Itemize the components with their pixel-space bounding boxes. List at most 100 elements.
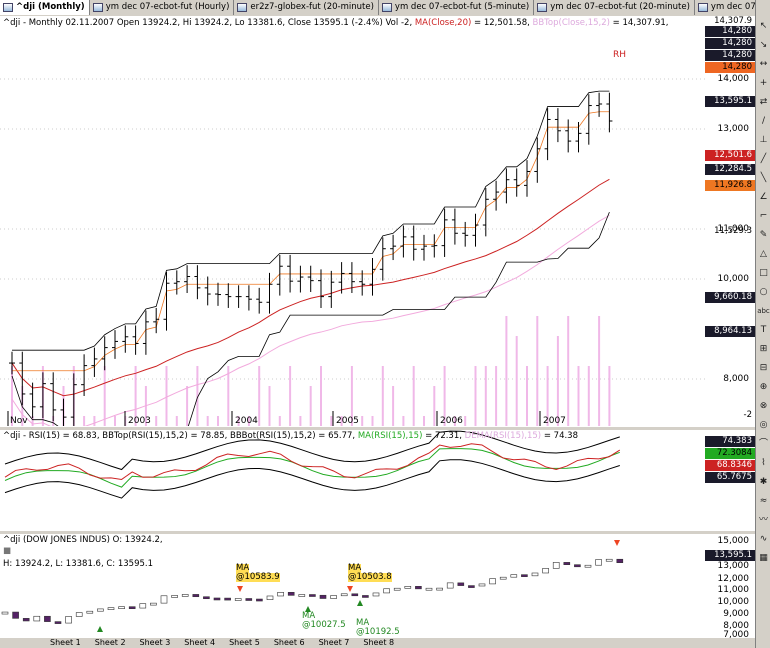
drawing-tool-icon[interactable]: ▦ (759, 553, 768, 563)
rsi-level-label: 72.3084 (705, 448, 755, 459)
sheet-tab[interactable]: Sheet 7 (318, 638, 350, 647)
chart-tab-5[interactable]: ym dec 07-ecbot-fut (694, 0, 755, 15)
dji-pane[interactable]: ^dji (DOW JONES INDUS) O: 13924.2, ■ H: … (0, 534, 755, 638)
drawing-tool-icon[interactable]: ○ (759, 287, 768, 297)
sheet-tab[interactable]: Sheet 3 (139, 638, 171, 647)
sheet-tab[interactable]: Sheet 4 (184, 638, 216, 647)
mini-candle (393, 587, 401, 591)
mini-candle (128, 606, 136, 609)
chart-tab-label: ym dec 07-ecbot-fut (5-minute) (394, 2, 530, 12)
drawing-tool-icon[interactable]: ⊟ (759, 363, 768, 373)
chart-window-icon (92, 3, 103, 12)
drawing-tool-icon[interactable]: ⇄ (759, 97, 768, 107)
bbtop-legend-value: = 14,307.91, (612, 18, 669, 28)
drawing-toolbar: ↖ ↘ ↔ + ⇄ / ⊥ ╱ ╲ ∠ ⌐ ✎ △ □ ○ abc T ⊞ ⊟ ⊕ ⊗ ◎ ⌒ ⌇ ✱ ≈ 〰 ∿ ▦ (755, 0, 770, 648)
rsi-pane[interactable]: ^dji - RSI(15) = 68.83, BBTop(RSI(15),15… (0, 430, 755, 530)
mini-candle (54, 621, 62, 624)
drawing-tool-icon[interactable]: ✎ (759, 230, 768, 240)
mini-candle (478, 583, 486, 587)
drawing-tool-icon[interactable]: ⊗ (759, 401, 768, 411)
drawing-tool-icon[interactable]: ⊕ (759, 382, 768, 392)
chart-tab-bar: ^dji (Monthly) ym dec 07-ecbot-fut (Hourl… (0, 0, 755, 17)
rsi-band-upper (4, 430, 620, 471)
chart-tab-4[interactable]: ym dec 07-ecbot-fut (20-minute) (534, 0, 695, 15)
dji-header: ^dji (DOW JONES INDUS) O: 13924.2, (3, 535, 163, 545)
chart-tab-2[interactable]: er2z7-globex-fut (20-minute) (234, 0, 379, 15)
mini-candle (595, 559, 602, 566)
sheet-tab[interactable]: Sheet 6 (273, 638, 305, 647)
drawing-tool-icon[interactable]: + (759, 78, 768, 88)
mini-candle (319, 594, 327, 599)
mini-candle (139, 603, 147, 609)
mini-candle (118, 606, 125, 609)
chart-tab-label: ym dec 07-ecbot-fut (Hourly) (105, 2, 230, 12)
chart-tab-1[interactable]: ym dec 07-ecbot-fut (Hourly) (89, 0, 235, 15)
drawing-tool-icon[interactable]: ∠ (759, 192, 768, 202)
mini-candle (616, 558, 624, 564)
sheet-tab-bar: Sheet 1 Sheet 2 Sheet 3 Sheet 4 Sheet 5 Sheet… (0, 638, 755, 648)
sheet-tab[interactable]: Sheet 1 (50, 638, 81, 647)
time-axis-tick: 2005 (336, 416, 359, 426)
drawing-tool-icon[interactable]: ↘ (759, 40, 768, 50)
price-chart[interactable] (0, 16, 755, 426)
mini-candle (584, 564, 592, 568)
rsi-legend: ^dji - RSI(15) (3, 431, 60, 441)
chart-tab-0[interactable]: ^dji (Monthly) (0, 0, 90, 15)
mini-candle (415, 586, 422, 590)
chart-window-icon (697, 3, 708, 12)
drawing-tool-icon[interactable]: ✱ (759, 477, 768, 487)
dji-axis-tick: 12,000 (717, 574, 750, 584)
ma-legend-value: = 12,501.58, (471, 18, 530, 28)
mini-candle (107, 607, 115, 610)
sheet-tab[interactable]: Sheet 2 (94, 638, 126, 647)
drawing-tool-icon[interactable]: △ (760, 249, 767, 259)
drawing-tool-icon[interactable]: 〰 (758, 515, 768, 525)
drawing-tool-icon[interactable]: / (761, 116, 766, 126)
sell-arrow-icon (237, 586, 243, 592)
ma-signal-annotation[interactable]: MA @10192.5 (356, 619, 400, 637)
time-axis-tick: 2006 (440, 416, 463, 426)
drawing-tool-icon[interactable]: ↔ (759, 59, 768, 69)
annotation-name: MA (236, 563, 250, 573)
rsi-level-label: 65.7675 (705, 472, 755, 483)
mini-candle (65, 616, 72, 624)
drawing-tool-icon[interactable]: ╲ (760, 173, 767, 183)
mini-candle (245, 598, 253, 601)
mini-candle (531, 572, 539, 577)
drawing-tool-icon[interactable]: ⊞ (759, 344, 768, 354)
annotation-value: @10192.5 (356, 627, 400, 637)
drawing-tool-icon[interactable]: ╱ (760, 154, 767, 164)
drawing-tool-icon[interactable]: ↖ (759, 21, 768, 31)
price-pane[interactable]: ^dji - Monthly 02.11.2007 Open 13924.2, … (0, 16, 755, 426)
drawing-tool-icon[interactable]: T (760, 325, 767, 335)
mini-candle (425, 587, 433, 591)
ma-signal-annotation[interactable]: MA @10503.8 (348, 564, 392, 582)
sell-arrow-icon (347, 586, 353, 592)
ma-signal-annotation[interactable]: MA @10027.5 (302, 612, 346, 630)
mini-candle (404, 586, 412, 589)
sheet-tab[interactable]: Sheet 8 (363, 638, 395, 647)
dji-chart[interactable] (0, 534, 755, 638)
mini-candle (510, 574, 518, 578)
sheet-tab[interactable]: Sheet 5 (229, 638, 260, 647)
buy-arrow-icon (97, 626, 103, 632)
drawing-tool-icon[interactable]: □ (759, 268, 768, 278)
chart-window-icon (381, 3, 392, 12)
drawing-tool-icon[interactable]: ◎ (759, 420, 768, 430)
dji-header-ohlc: H: 13924.2, L: 13381.6, C: 13595.1 (3, 559, 154, 569)
price-level-label: 14,307.9 (705, 16, 755, 27)
drawing-tool-icon[interactable]: ⊥ (759, 135, 768, 145)
drawing-tool-icon[interactable]: ∿ (759, 534, 768, 544)
drawing-tool-icon[interactable]: abc (757, 307, 770, 315)
drawing-tool-icon[interactable]: ⌒ (758, 439, 768, 449)
chart-tab-3[interactable]: ym dec 07-ecbot-fut (5-minute) (378, 0, 535, 15)
rsi-chart[interactable] (0, 430, 755, 530)
rsi-legend-values: = 68.83, BBTop(RSI(15),15,2) = 78.85, BB… (59, 431, 356, 441)
ma-signal-annotation[interactable]: MA @10583.9 (236, 564, 280, 582)
chart-window-icon (237, 3, 248, 12)
drawing-tool-icon[interactable]: ⌐ (759, 211, 768, 221)
drawing-tool-icon[interactable]: ⌇ (761, 458, 766, 468)
drawing-tool-icon[interactable]: ≈ (759, 496, 768, 506)
mini-candle (1, 611, 9, 615)
mini-candle (542, 568, 549, 574)
